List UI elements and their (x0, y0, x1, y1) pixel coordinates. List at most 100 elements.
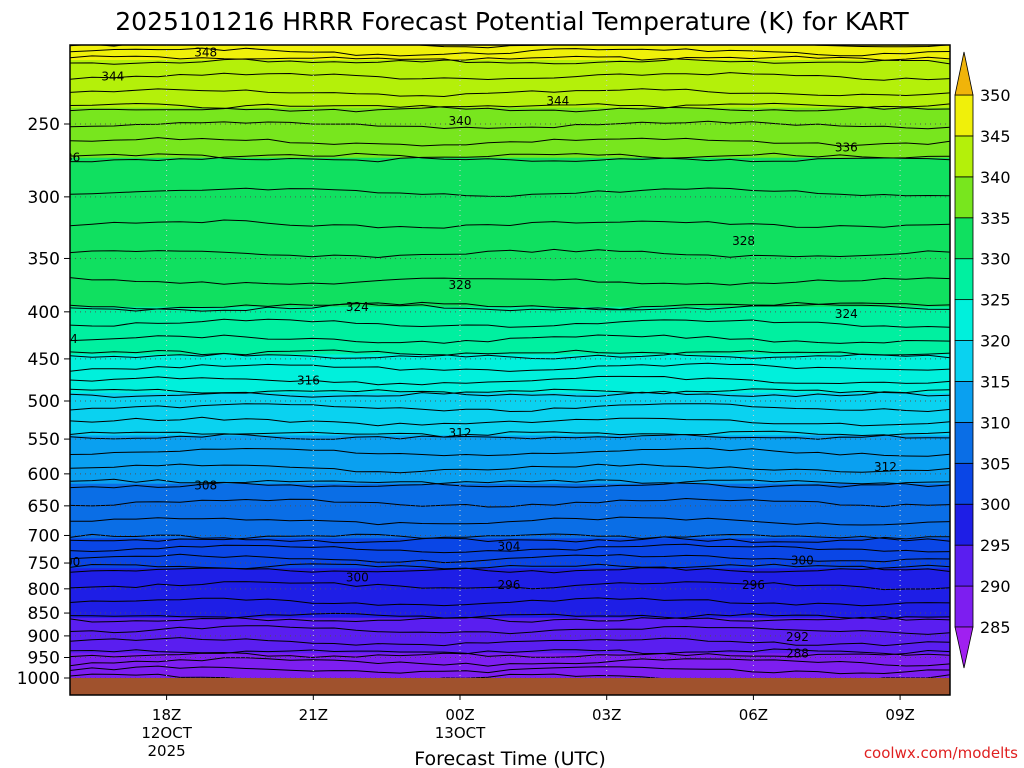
y-tick-label: 250 (28, 115, 60, 135)
isentrope-line (70, 649, 950, 659)
y-tick-label: 900 (28, 627, 60, 647)
isentrope-line (70, 301, 950, 312)
y-tick-label: 500 (28, 392, 60, 412)
isentrope-line (70, 497, 950, 508)
colorbar-box (954, 258, 974, 301)
isentrope-line (70, 88, 950, 98)
isentrope-line (70, 403, 950, 413)
colorbar-box (954, 503, 974, 546)
isentrope-line (70, 563, 950, 574)
y-tick-label: 1000 (17, 669, 60, 689)
x-tick-label: 21Z (299, 706, 328, 724)
contour-label: 288 (786, 646, 809, 660)
isentrope-line (70, 581, 950, 591)
theta-band (70, 538, 950, 570)
isentrope-line (70, 613, 950, 623)
colorbar-box (954, 299, 974, 341)
contour-label: 300 (791, 553, 814, 567)
y-tick-label: 700 (28, 526, 60, 546)
colorbar-label: 315 (980, 372, 1011, 391)
isentrope-line (70, 625, 950, 635)
colorbar: 285 290 295 300 305 310 315 320 325 330 335 340 345 3… (954, 51, 1011, 669)
isentrope-line (70, 152, 950, 163)
contour-label: 348 (194, 45, 217, 59)
colorbar-box (954, 421, 974, 464)
isentrope-line (70, 349, 950, 359)
colorbar-label: 340 (980, 168, 1011, 187)
pressure-axis: 250 300 350 400 450 500 550 600 650 700 750 800 850 9… (17, 115, 70, 689)
theta-band (70, 59, 950, 109)
isentrope-line (70, 55, 950, 64)
contour-label: 300 (57, 555, 80, 569)
contour-label: 292 (786, 630, 809, 644)
contour-label: 336 (835, 140, 858, 154)
contour-label: 324 (835, 307, 858, 321)
colorbar-box (954, 217, 974, 260)
colorbar-extend-max (954, 51, 974, 96)
theta-band (70, 483, 950, 540)
colorbar-box (954, 462, 974, 505)
y-tick-label: 300 (28, 188, 60, 208)
color-filled-bands (70, 45, 950, 679)
colorbar-box (954, 544, 974, 587)
theta-band (70, 306, 950, 356)
colorbar-box (954, 340, 974, 382)
x-tick-label: 18Z (152, 706, 181, 724)
colorbar-box (954, 135, 974, 178)
isentrope-line (70, 478, 950, 489)
theta-band (70, 568, 950, 619)
y-tick-label: 600 (28, 465, 60, 485)
colorbar-label: 325 (980, 291, 1011, 310)
colorbar-label: 350 (980, 86, 1011, 105)
theta-band (70, 157, 950, 308)
y-tick-label: 350 (28, 249, 60, 269)
y-tick-label: 800 (28, 580, 60, 600)
isentrope-line (70, 430, 950, 440)
isentrope-line (70, 597, 950, 607)
x-tick-date: 12OCT (141, 724, 192, 742)
isentrope-line (70, 388, 950, 398)
surface-terrain-bar (70, 678, 950, 695)
isentrope-line (70, 533, 950, 543)
colorbar-label: 300 (980, 495, 1011, 514)
y-tick-label: 550 (28, 430, 60, 450)
y-tick-label: 950 (28, 649, 60, 669)
isentrope-line (70, 543, 950, 554)
y-tick-label: 650 (28, 497, 60, 517)
isentrope-line (70, 516, 950, 526)
plot-frame (69, 44, 951, 696)
x-axis-label: Forecast Time (UTC) (414, 748, 605, 768)
isentrope-line (70, 120, 950, 130)
contour-label: 328 (449, 278, 472, 292)
contour-label: 316 (297, 374, 320, 388)
contour-labels: 348 344 344 340 336 336 328 328 324 324 324 316 312 3… (57, 45, 897, 660)
x-tick-date: 2025 (148, 742, 186, 760)
grid-lines (70, 45, 950, 695)
contour-label: 308 (194, 479, 217, 493)
chart-title: 2025101216 HRRR Forecast Potential Tempe… (115, 7, 909, 36)
colorbar-label: 335 (980, 209, 1011, 228)
contour-label: 324 (346, 300, 369, 314)
isentrope-line (70, 447, 950, 457)
contour-label: 300 (346, 571, 369, 585)
isentrope-line (70, 375, 950, 386)
isentrope-line (70, 349, 950, 360)
contour-label: 312 (449, 426, 472, 440)
y-tick-label: 850 (28, 604, 60, 624)
colorbar-extend-min (954, 626, 974, 669)
isentrope-line (70, 137, 950, 147)
isentrope-line (70, 153, 950, 163)
y-tick-label: 450 (28, 350, 60, 370)
contour-label: 312 (874, 460, 897, 474)
theta-band (70, 435, 950, 485)
theta-band (70, 107, 950, 159)
colorbar-box (954, 381, 974, 423)
y-tick-label: 750 (28, 554, 60, 574)
isentrope-line (70, 665, 950, 675)
isentrope-line (70, 318, 950, 328)
isentrope-line (70, 55, 950, 65)
theta-band (70, 354, 950, 394)
colorbar-label: 330 (980, 250, 1011, 269)
isentrope-line (70, 102, 950, 113)
